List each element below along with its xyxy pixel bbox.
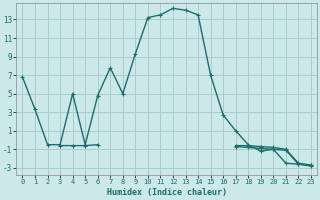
X-axis label: Humidex (Indice chaleur): Humidex (Indice chaleur): [107, 188, 227, 197]
